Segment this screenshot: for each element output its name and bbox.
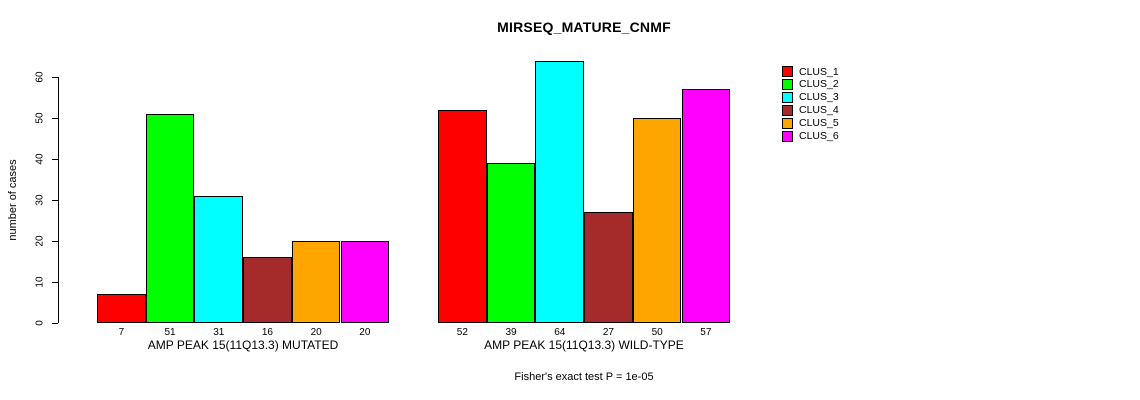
legend-label: CLUS_1	[799, 65, 839, 78]
bar-clus_3-wildtype	[535, 60, 585, 323]
bar-clus_2-wildtype	[486, 163, 536, 323]
bar-clus_6-mutated	[340, 241, 390, 323]
bar-clus_2-mutated	[145, 113, 195, 323]
bar-value-label: 16	[261, 327, 273, 338]
legend-swatch-clus_1	[782, 66, 793, 77]
y-axis-tick	[52, 199, 58, 201]
bar-clus_1-mutated	[97, 294, 146, 323]
legend-swatch-clus_4	[782, 104, 793, 116]
bar-value-label: 27	[602, 327, 614, 338]
legend-label: CLUS_3	[799, 91, 839, 104]
bar-value-label: 52	[456, 327, 468, 338]
y-axis-tick	[52, 117, 58, 119]
chart-title: MIRSEQ_MATURE_CNMF	[497, 19, 671, 35]
bar-value-label: 57	[700, 327, 712, 338]
bar-value-label: 50	[651, 327, 663, 338]
x-group-label-wildtype: AMP PEAK 15(11Q13.3) WILD-TYPE	[484, 338, 684, 352]
y-axis-tick	[52, 240, 58, 242]
bar-value-label: 31	[213, 327, 225, 338]
legend-swatch-clus_6	[782, 130, 793, 142]
footnote: Fisher's exact test P = 1e-05	[514, 371, 654, 383]
y-axis-tick	[52, 281, 58, 283]
bar-clus_1-wildtype	[438, 109, 487, 323]
bar-value-label: 20	[310, 327, 322, 338]
bar-clus_4-mutated	[243, 257, 292, 323]
bar-value-label: 51	[164, 327, 176, 338]
x-group-label-mutated: AMP PEAK 15(11Q13.3) MUTATED	[147, 338, 339, 352]
bar-clus_3-mutated	[194, 195, 244, 323]
bar-value-label: 7	[118, 327, 125, 338]
legend-label: CLUS_4	[799, 104, 839, 117]
legend-label: CLUS_5	[799, 117, 839, 130]
legend-swatch-clus_2	[782, 78, 793, 90]
bar-value-label: 20	[359, 327, 371, 338]
legend-swatch-clus_3	[782, 91, 793, 103]
bar-clus_4-wildtype	[584, 212, 633, 323]
y-axis-tick	[52, 76, 58, 78]
bar-clus_5-mutated	[291, 241, 341, 323]
bar-value-label: 64	[554, 327, 566, 338]
bar-value-label: 39	[505, 327, 517, 338]
legend-label: CLUS_2	[799, 78, 839, 91]
y-axis-line	[58, 77, 59, 323]
legend-swatch-clus_5	[782, 117, 793, 129]
bar-clus_6-wildtype	[681, 89, 731, 323]
y-axis-tick	[52, 322, 58, 324]
bar-clus_5-wildtype	[632, 118, 682, 323]
legend-label: CLUS_6	[799, 130, 839, 142]
y-axis-tick	[52, 158, 58, 160]
